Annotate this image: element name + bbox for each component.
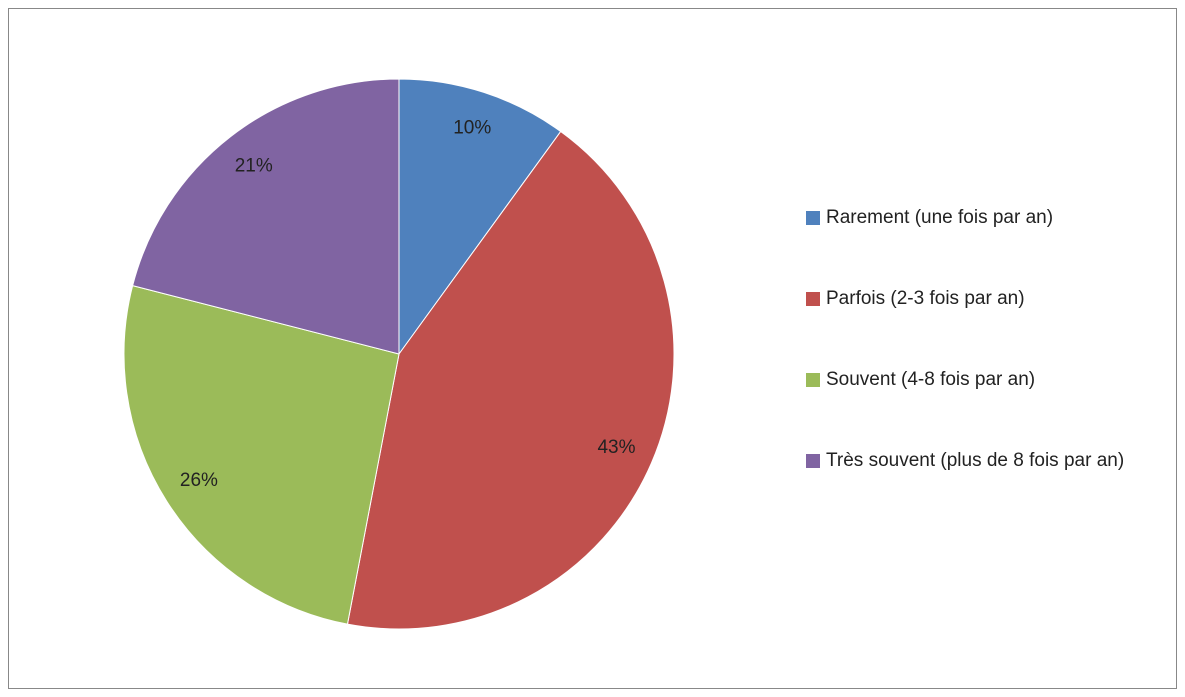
- legend-label: Parfois (2-3 fois par an): [826, 288, 1025, 309]
- legend-swatch: [806, 211, 820, 225]
- legend-item: Parfois (2-3 fois par an): [806, 284, 1166, 314]
- data-label: 26%: [180, 470, 218, 491]
- legend-label: Souvent (4-8 fois par an): [826, 369, 1036, 390]
- legend-item: Rarement (une fois par an): [806, 203, 1166, 233]
- data-label: 10%: [453, 118, 491, 139]
- data-label: 43%: [597, 437, 635, 458]
- pie-slice: [398, 78, 562, 356]
- legend-item: Souvent (4-8 fois par an): [806, 365, 1166, 395]
- legend-swatch: [806, 373, 820, 387]
- pie-slice: [123, 285, 400, 625]
- legend-item: Très souvent (plus de 8 fois par an): [806, 446, 1166, 476]
- legend-label: Rarement (une fois par an): [826, 207, 1054, 228]
- pie-slice: [346, 130, 675, 630]
- legend-swatch: [806, 292, 820, 306]
- data-label: 21%: [235, 156, 273, 177]
- pie-slice: [132, 78, 400, 355]
- legend-swatch: [806, 454, 820, 468]
- legend-label: Très souvent (plus de 8 fois par an): [826, 450, 1125, 471]
